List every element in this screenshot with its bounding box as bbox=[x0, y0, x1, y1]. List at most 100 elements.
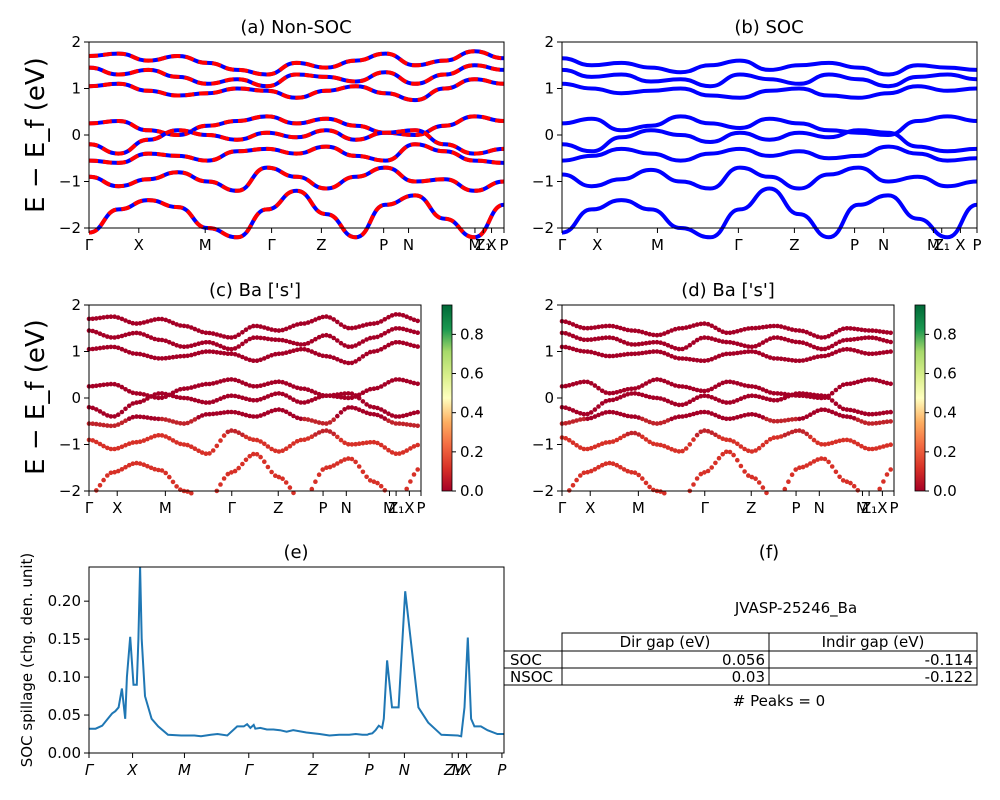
projection-point bbox=[273, 407, 278, 413]
projection-point bbox=[599, 352, 605, 358]
gap-table: Dir gap (eV) Indir gap (eV) SOC 0.056 -0… bbox=[503, 632, 978, 686]
projection-point bbox=[123, 332, 128, 338]
projection-point bbox=[170, 438, 176, 443]
projection-point bbox=[148, 354, 154, 360]
x-tick-label: X bbox=[486, 236, 496, 254]
projection-point bbox=[829, 464, 835, 469]
projection-point bbox=[408, 379, 413, 385]
projection-point bbox=[592, 350, 598, 356]
projection-point bbox=[221, 378, 227, 383]
projection-point bbox=[287, 325, 293, 330]
projection-point bbox=[291, 323, 296, 329]
projection-point bbox=[698, 358, 704, 364]
projection-point bbox=[760, 415, 766, 420]
projection-point bbox=[782, 486, 788, 492]
projection-point bbox=[152, 433, 157, 439]
projection-point bbox=[720, 339, 725, 344]
panel-d-xticks: Γ X M Γ Z P N MZ₁ X P bbox=[558, 491, 899, 517]
projection-point bbox=[578, 473, 583, 478]
projection-point bbox=[851, 408, 857, 414]
projection-point bbox=[651, 395, 656, 401]
projection-point bbox=[283, 326, 289, 332]
projection-point bbox=[720, 380, 725, 386]
projection-point bbox=[588, 445, 594, 451]
projection-point bbox=[320, 333, 326, 339]
projection-point bbox=[691, 323, 696, 328]
x-tick-label: Z bbox=[316, 236, 326, 254]
band-line bbox=[561, 144, 978, 163]
projection-point bbox=[771, 356, 777, 361]
projection-point bbox=[156, 467, 161, 473]
projection-point bbox=[262, 459, 267, 465]
projection-point bbox=[822, 393, 828, 399]
y-tick-label: 0.15 bbox=[48, 630, 81, 648]
colorbar-tick-label: 0.0 bbox=[933, 482, 957, 500]
projection-point bbox=[338, 322, 344, 327]
projection-point bbox=[389, 420, 395, 425]
projection-point bbox=[651, 340, 656, 345]
projection-point bbox=[811, 392, 817, 398]
projection-point bbox=[134, 391, 139, 396]
projection-point bbox=[291, 441, 296, 446]
projection-point bbox=[298, 321, 304, 327]
projection-point bbox=[305, 436, 311, 441]
projection-point bbox=[214, 398, 220, 403]
projection-point bbox=[283, 480, 289, 485]
projection-point bbox=[130, 320, 136, 326]
projection-point bbox=[94, 383, 99, 389]
projection-point bbox=[771, 398, 777, 403]
projection-point bbox=[324, 393, 329, 399]
y-tick-label: 1 bbox=[544, 343, 554, 361]
projection-point bbox=[393, 326, 399, 331]
projection-point bbox=[214, 380, 220, 385]
projection-point bbox=[563, 331, 568, 336]
projection-point bbox=[767, 390, 773, 395]
projection-point bbox=[408, 446, 413, 451]
projection-point bbox=[115, 445, 121, 451]
projection-point bbox=[709, 465, 714, 470]
projection-point bbox=[123, 418, 128, 424]
projection-point bbox=[105, 423, 110, 428]
projection-point bbox=[97, 409, 103, 414]
projection-point bbox=[786, 357, 791, 363]
projection-point bbox=[145, 319, 150, 324]
projection-point bbox=[771, 391, 777, 396]
projection-point bbox=[115, 468, 121, 474]
projection-point bbox=[782, 357, 788, 362]
projection-point bbox=[636, 328, 641, 334]
projection-point bbox=[119, 420, 125, 426]
projection-point bbox=[859, 336, 864, 341]
projection-point bbox=[738, 414, 744, 419]
projection-point bbox=[269, 380, 274, 386]
projection-point bbox=[327, 354, 333, 360]
projection-point bbox=[225, 377, 231, 383]
projection-point bbox=[302, 342, 307, 347]
projection-point bbox=[302, 437, 307, 443]
projection-point bbox=[720, 329, 725, 335]
projection-point bbox=[302, 416, 307, 422]
projection-point bbox=[870, 377, 875, 382]
projection-point bbox=[196, 383, 201, 388]
projection-point bbox=[570, 333, 576, 339]
projection-point bbox=[265, 410, 271, 415]
projection-point bbox=[338, 340, 344, 346]
projection-point bbox=[691, 397, 696, 403]
projection-point bbox=[746, 344, 751, 349]
projection-point bbox=[804, 341, 809, 347]
projection-point bbox=[775, 335, 780, 340]
panel-a-bands bbox=[88, 49, 505, 240]
y-tick-label: −2 bbox=[532, 482, 554, 500]
projection-point bbox=[137, 461, 143, 466]
projection-point bbox=[727, 437, 733, 443]
colorbar-tick-label: 0.4 bbox=[460, 404, 484, 422]
projection-point bbox=[738, 396, 744, 402]
x-tick-label: M bbox=[159, 499, 172, 517]
projection-point bbox=[862, 335, 868, 341]
projection-point bbox=[229, 346, 234, 352]
projection-point bbox=[603, 461, 609, 467]
projection-point bbox=[397, 326, 402, 331]
projection-point bbox=[881, 419, 886, 425]
projection-point bbox=[778, 434, 784, 439]
